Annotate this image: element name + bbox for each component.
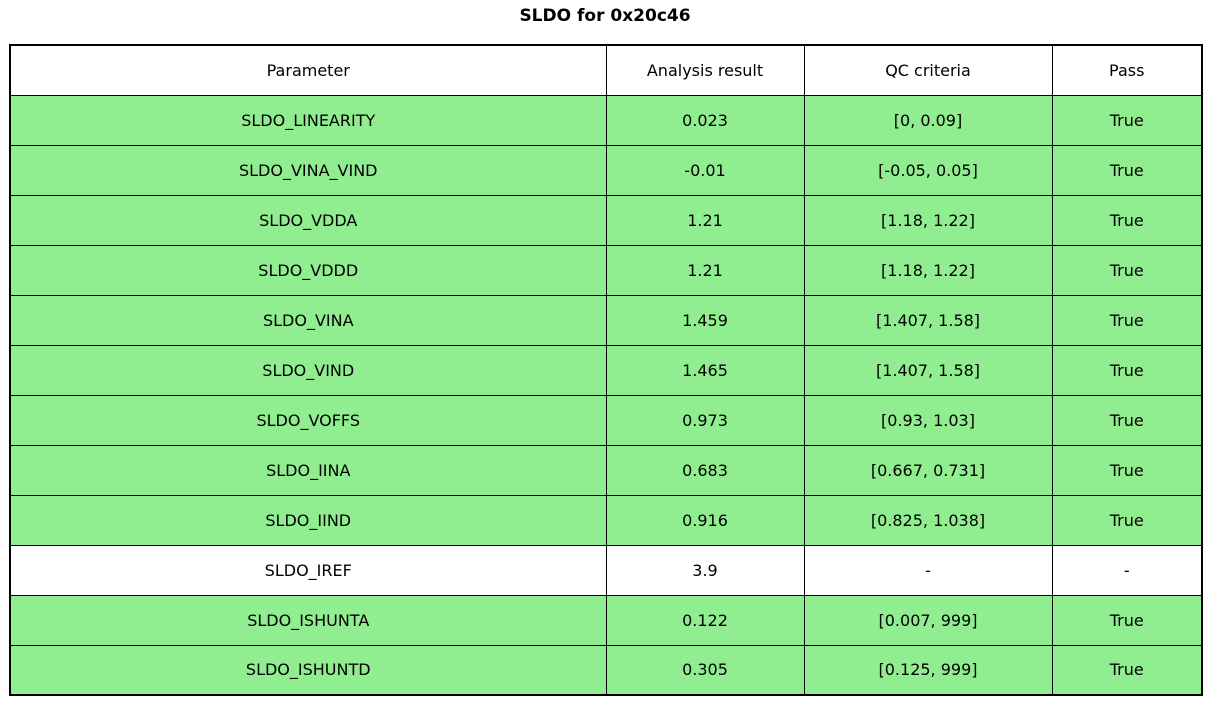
- analysis-result-cell: 0.122: [605, 594, 805, 646]
- analysis-result-cell: 1.459: [605, 294, 805, 346]
- qc-criteria-cell: -: [803, 544, 1053, 596]
- table-row: SLDO_IIND 0.916 [0.825, 1.038] True: [9, 494, 1203, 546]
- qc-criteria-cell: [1.18, 1.22]: [803, 194, 1053, 246]
- qc-criteria-cell: [0.93, 1.03]: [803, 394, 1053, 446]
- table-row: SLDO_VINA_VIND -0.01 [-0.05, 0.05] True: [9, 144, 1203, 196]
- parameter-cell: SLDO_VINA_VIND: [9, 144, 607, 196]
- analysis-result-cell: 1.21: [605, 244, 805, 296]
- parameter-cell: SLDO_VINA: [9, 294, 607, 346]
- pass-cell: True: [1051, 244, 1203, 296]
- pass-cell: True: [1051, 194, 1203, 246]
- pass-cell: -: [1051, 544, 1203, 596]
- pass-cell: True: [1051, 644, 1203, 696]
- parameter-cell: SLDO_VDDD: [9, 244, 607, 296]
- qc-criteria-cell: [1.407, 1.58]: [803, 344, 1053, 396]
- table-row: SLDO_VIND 1.465 [1.407, 1.58] True: [9, 344, 1203, 396]
- qc-criteria-cell: [0.667, 0.731]: [803, 444, 1053, 496]
- parameter-cell: SLDO_IREF: [9, 544, 607, 596]
- parameter-cell: SLDO_VDDA: [9, 194, 607, 246]
- col-header-pass: Pass: [1051, 44, 1203, 96]
- pass-cell: True: [1051, 344, 1203, 396]
- table-body: SLDO_LINEARITY 0.023 [0, 0.09] True SLDO_VIN…: [9, 94, 1203, 696]
- table-row: SLDO_IREF 3.9- -: [9, 544, 1203, 596]
- analysis-result-cell: -0.01: [605, 144, 805, 196]
- table-row: SLDO_ISHUNTA 0.122 [0.007, 999] True: [9, 594, 1203, 646]
- page-title: SLDO for 0x20c46: [519, 6, 691, 26]
- col-header-analysis-result: Analysis result: [605, 44, 805, 96]
- parameter-cell: SLDO_VIND: [9, 344, 607, 396]
- analysis-result-cell: 3.9: [605, 544, 805, 596]
- analysis-result-cell: 0.916: [605, 494, 805, 546]
- qc-table: Parameter Analysis result QC criteria Pa…: [9, 44, 1203, 696]
- parameter-cell: SLDO_ISHUNTD: [9, 644, 607, 696]
- qc-criteria-cell: [0, 0.09]: [803, 94, 1053, 146]
- table-row: SLDO_IINA 0.683 [0.667, 0.731] True: [9, 444, 1203, 496]
- qc-criteria-cell: [0.125, 999]: [803, 644, 1053, 696]
- col-header-qc-criteria: QC criteria: [803, 44, 1053, 96]
- qc-criteria-cell: [0.007, 999]: [803, 594, 1053, 646]
- pass-cell: True: [1051, 394, 1203, 446]
- analysis-result-cell: 1.465: [605, 344, 805, 396]
- analysis-result-cell: 1.21: [605, 194, 805, 246]
- pass-cell: True: [1051, 594, 1203, 646]
- pass-cell: True: [1051, 144, 1203, 196]
- qc-criteria-cell: [-0.05, 0.05]: [803, 144, 1053, 196]
- qc-criteria-cell: [1.18, 1.22]: [803, 244, 1053, 296]
- parameter-cell: SLDO_ISHUNTA: [9, 594, 607, 646]
- pass-cell: True: [1051, 444, 1203, 496]
- pass-cell: True: [1051, 94, 1203, 146]
- table-row: SLDO_VOFFS 0.973 [0.93, 1.03] True: [9, 394, 1203, 446]
- pass-cell: True: [1051, 494, 1203, 546]
- table-row: SLDO_VDDD 1.21 [1.18, 1.22] True: [9, 244, 1203, 296]
- parameter-cell: SLDO_IIND: [9, 494, 607, 546]
- analysis-result-cell: 0.305: [605, 644, 805, 696]
- parameter-cell: SLDO_VOFFS: [9, 394, 607, 446]
- analysis-result-cell: 0.683: [605, 444, 805, 496]
- parameter-cell: SLDO_LINEARITY: [9, 94, 607, 146]
- pass-cell: True: [1051, 294, 1203, 346]
- qc-criteria-cell: [0.825, 1.038]: [803, 494, 1053, 546]
- table-row: SLDO_LINEARITY 0.023 [0, 0.09] True: [9, 94, 1203, 146]
- table-row: SLDO_ISHUNTD 0.305 [0.125, 999] True: [9, 644, 1203, 696]
- analysis-result-cell: 0.973: [605, 394, 805, 446]
- col-header-parameter: Parameter: [9, 44, 607, 96]
- qc-criteria-cell: [1.407, 1.58]: [803, 294, 1053, 346]
- table-row: SLDO_VDDA 1.21 [1.18, 1.22] True: [9, 194, 1203, 246]
- header-row: Parameter Analysis result QC criteria Pa…: [9, 44, 1203, 96]
- analysis-result-cell: 0.023: [605, 94, 805, 146]
- table-row: SLDO_VINA 1.459 [1.407, 1.58] True: [9, 294, 1203, 346]
- parameter-cell: SLDO_IINA: [9, 444, 607, 496]
